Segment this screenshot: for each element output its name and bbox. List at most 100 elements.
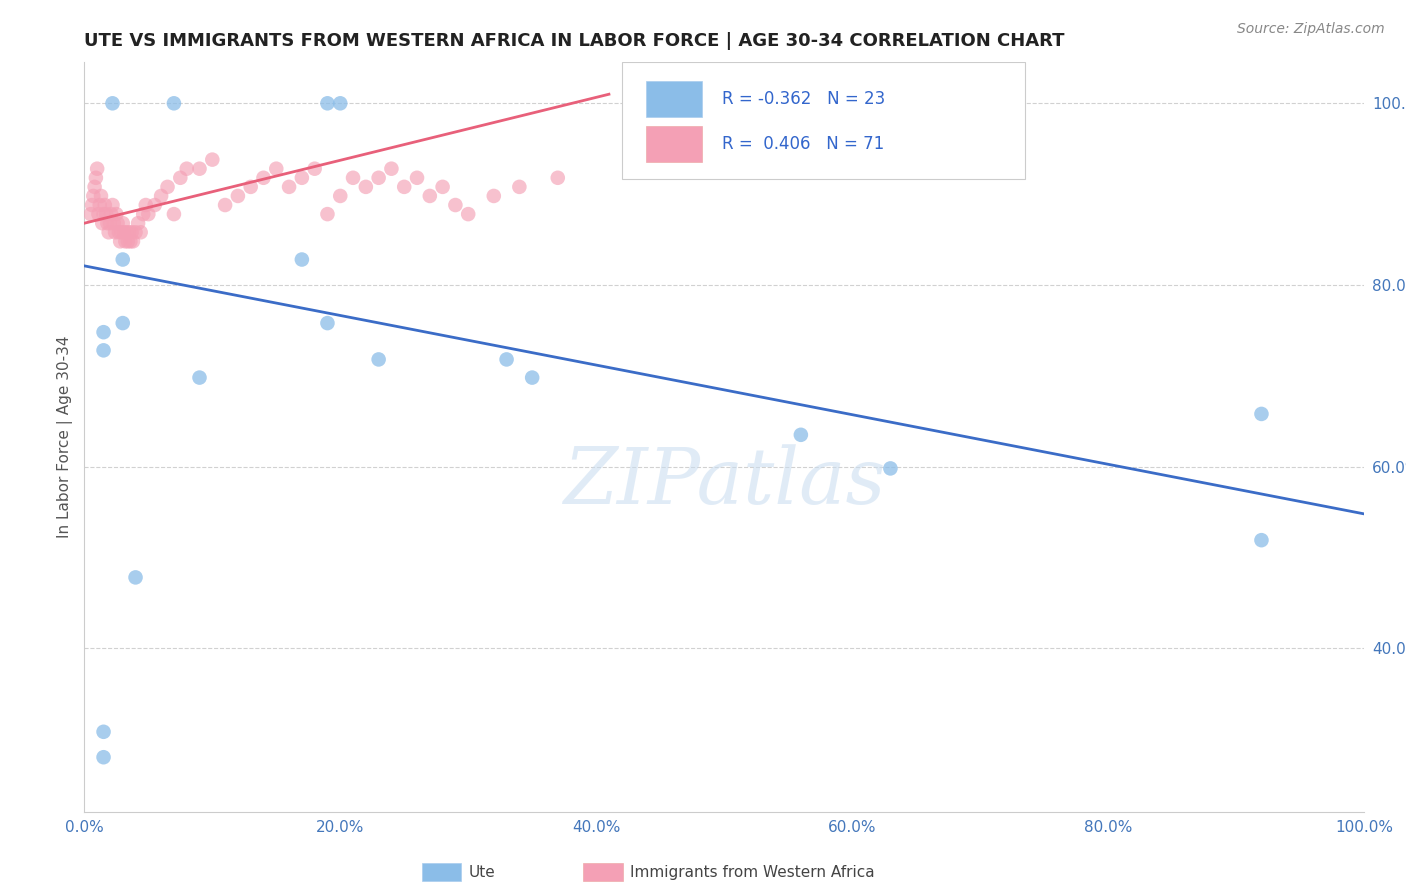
Point [188,161,211,176]
Point [114,235,136,249]
Point [547,170,569,185]
Point [80,198,103,212]
Point [1250,533,1272,548]
Point [105,207,128,221]
Point [278,179,301,194]
Point [163,96,186,111]
Text: R = -0.362   N = 23: R = -0.362 N = 23 [721,90,884,108]
Point [89,198,111,212]
Text: ZIPatlas: ZIPatlas [562,444,886,520]
Point [93,207,115,221]
Point [127,216,149,230]
Point [239,179,262,194]
Point [329,189,352,203]
Point [138,207,160,221]
Point [107,216,129,230]
Point [316,316,339,330]
Point [482,189,505,203]
Point [96,216,118,230]
Point [156,179,179,194]
Point [291,170,314,185]
Point [367,170,389,185]
FancyBboxPatch shape [645,81,703,117]
Point [264,161,288,176]
Point [93,325,115,339]
Point [675,96,697,111]
Point [104,225,127,239]
Point [124,225,146,239]
Point [84,170,107,185]
Point [117,235,139,249]
Point [100,207,122,221]
Point [110,225,132,239]
Point [111,316,134,330]
Point [380,161,402,176]
Y-axis label: In Labor Force | Age 30-34: In Labor Force | Age 30-34 [58,335,73,539]
Point [367,352,389,367]
Point [108,225,131,239]
Point [432,179,454,194]
Point [304,161,326,176]
Point [342,170,364,185]
Point [169,170,191,185]
Text: Immigrants from Western Africa: Immigrants from Western Africa [630,865,875,880]
Point [143,198,166,212]
Point [650,96,672,111]
FancyBboxPatch shape [645,126,703,162]
Point [111,252,134,267]
Point [520,370,543,384]
Point [226,189,249,203]
Point [291,252,314,267]
Point [94,198,117,212]
Point [150,189,173,203]
Point [419,189,441,203]
Point [94,207,117,221]
Point [111,216,134,230]
Point [406,170,429,185]
Point [790,427,813,442]
Point [201,153,224,167]
Point [394,179,416,194]
FancyBboxPatch shape [621,62,1025,178]
Point [120,235,142,249]
Point [93,750,115,764]
Point [329,96,352,111]
Point [118,225,141,239]
Point [93,724,115,739]
Point [91,216,114,230]
Point [316,207,339,221]
Point [124,570,146,584]
Point [103,216,125,230]
Point [115,225,138,239]
Point [83,179,105,194]
Point [495,352,517,367]
Point [457,207,479,221]
Point [129,225,152,239]
Text: Ute: Ute [468,865,495,880]
Point [98,216,121,230]
Point [90,189,112,203]
Point [97,225,120,239]
Point [121,225,143,239]
Point [87,207,110,221]
Point [101,198,124,212]
Point [122,235,145,249]
Point [93,343,115,358]
Point [108,235,131,249]
Text: R =  0.406   N = 71: R = 0.406 N = 71 [721,135,884,153]
Point [176,161,198,176]
Point [214,198,236,212]
Point [80,207,103,221]
Point [101,96,124,111]
Text: UTE VS IMMIGRANTS FROM WESTERN AFRICA IN LABOR FORCE | AGE 30-34 CORRELATION CHA: UTE VS IMMIGRANTS FROM WESTERN AFRICA IN… [84,32,1064,50]
Point [132,207,155,221]
Point [316,96,339,111]
Point [163,207,186,221]
Text: Source: ZipAtlas.com: Source: ZipAtlas.com [1237,22,1385,37]
Point [444,198,467,212]
Point [86,161,108,176]
Point [879,461,901,475]
Point [188,370,211,384]
Point [135,198,157,212]
Point [508,179,530,194]
